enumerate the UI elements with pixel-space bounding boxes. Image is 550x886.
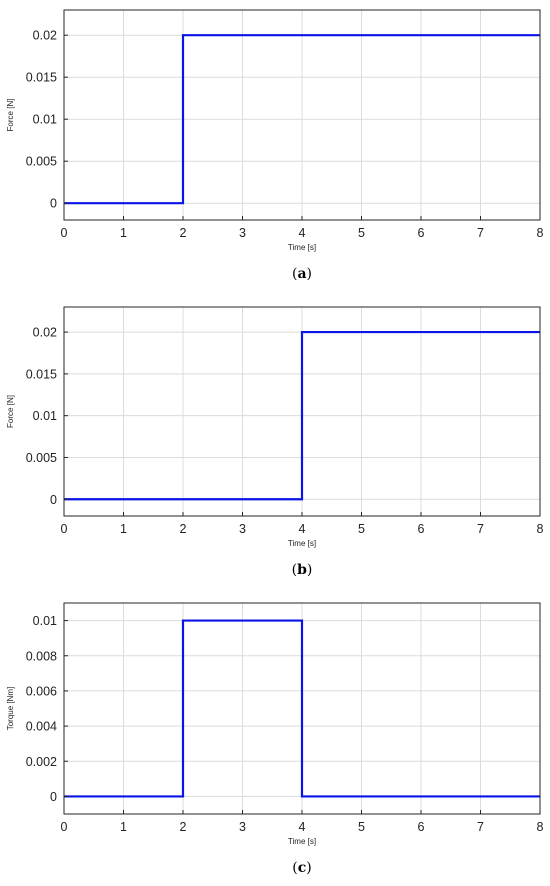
y-tick-label: 0.01 xyxy=(33,409,57,423)
y-tick-label: 0.015 xyxy=(26,367,57,381)
caption-letter: c xyxy=(298,860,307,876)
panel-caption: (a) xyxy=(292,266,312,282)
x-tick-label: 2 xyxy=(180,820,187,834)
y-tick-label: 0.02 xyxy=(33,29,57,43)
y-tick-label: 0.01 xyxy=(33,614,57,628)
y-tick-label: 0 xyxy=(50,197,57,211)
y-tick-label: 0.004 xyxy=(26,720,57,734)
chart-panel-c: 0 1 2 3 4 5 6 7 8 0 0.002 0.004 0.006 0.008 0.01 Time [… xyxy=(6,602,544,876)
x-tick-label: 7 xyxy=(477,820,484,834)
caption-letter: b xyxy=(297,562,307,578)
caption-paren-close: ) xyxy=(307,266,312,282)
x-tick-label: 5 xyxy=(358,820,365,834)
data-line xyxy=(64,330,540,501)
x-tick-label: 6 xyxy=(418,820,425,834)
chart-panel-b: 0 1 2 3 4 5 6 7 8 0 0.005 0.01 0.015 0.02 Time [s] Forc… xyxy=(6,306,544,578)
panel-caption: (c) xyxy=(292,860,311,876)
y-axis-label: Force [N] xyxy=(6,395,15,428)
x-tick-label: 8 xyxy=(537,226,544,240)
x-tick-label: 5 xyxy=(358,522,365,536)
panel-caption: (b) xyxy=(292,562,313,578)
y-tick-label: 0.01 xyxy=(33,113,57,127)
y-tick-label: 0 xyxy=(50,790,57,804)
x-tick-label: 3 xyxy=(239,226,246,240)
caption-paren-close: ) xyxy=(307,562,312,578)
x-tick-label: 8 xyxy=(537,522,544,536)
data-line xyxy=(64,34,540,205)
caption-paren-open: ( xyxy=(292,562,297,578)
x-tick-label: 6 xyxy=(418,226,425,240)
x-tick-label: 3 xyxy=(239,522,246,536)
x-tick-label: 6 xyxy=(418,522,425,536)
x-tick-label: 4 xyxy=(299,522,306,536)
y-tick-label: 0.006 xyxy=(26,684,57,698)
caption-letter: a xyxy=(297,266,306,282)
x-tick-label: 3 xyxy=(239,820,246,834)
x-tick-label: 0 xyxy=(61,522,68,536)
caption-paren-open: ( xyxy=(292,860,297,876)
x-tick-label: 1 xyxy=(120,522,127,536)
y-tick-label: 0.008 xyxy=(26,649,57,663)
y-axis-label: Torque [Nm] xyxy=(6,687,15,731)
caption-paren-close: ) xyxy=(306,860,311,876)
caption-paren-open: ( xyxy=(292,266,297,282)
x-tick-label: 8 xyxy=(537,820,544,834)
x-tick-label: 2 xyxy=(180,226,187,240)
x-tick-label: 7 xyxy=(477,522,484,536)
x-tick-label: 0 xyxy=(61,820,68,834)
y-tick-label: 0 xyxy=(50,493,57,507)
x-axis-label: Time [s] xyxy=(288,837,316,846)
x-tick-label: 5 xyxy=(358,226,365,240)
x-tick-label: 4 xyxy=(299,226,306,240)
y-tick-label: 0.002 xyxy=(26,755,57,769)
y-tick-label: 0.005 xyxy=(26,451,57,465)
x-axis-label: Time [s] xyxy=(288,539,316,548)
x-tick-label: 2 xyxy=(180,522,187,536)
y-tick-label: 0.005 xyxy=(26,155,57,169)
x-tick-label: 0 xyxy=(61,226,68,240)
x-tick-label: 1 xyxy=(120,820,127,834)
data-line xyxy=(64,619,540,798)
x-tick-label: 1 xyxy=(120,226,127,240)
y-tick-label: 0.02 xyxy=(33,326,57,340)
x-axis-label: Time [s] xyxy=(288,243,316,252)
y-tick-label: 0.015 xyxy=(26,71,57,85)
y-axis-label: Force [N] xyxy=(6,99,15,132)
x-tick-label: 7 xyxy=(477,226,484,240)
chart-panel-a: 0 1 2 3 4 5 6 7 8 0 0.005 0.01 0.015 0.02 Time [s] Forc… xyxy=(6,9,544,282)
x-tick-label: 4 xyxy=(299,820,306,834)
